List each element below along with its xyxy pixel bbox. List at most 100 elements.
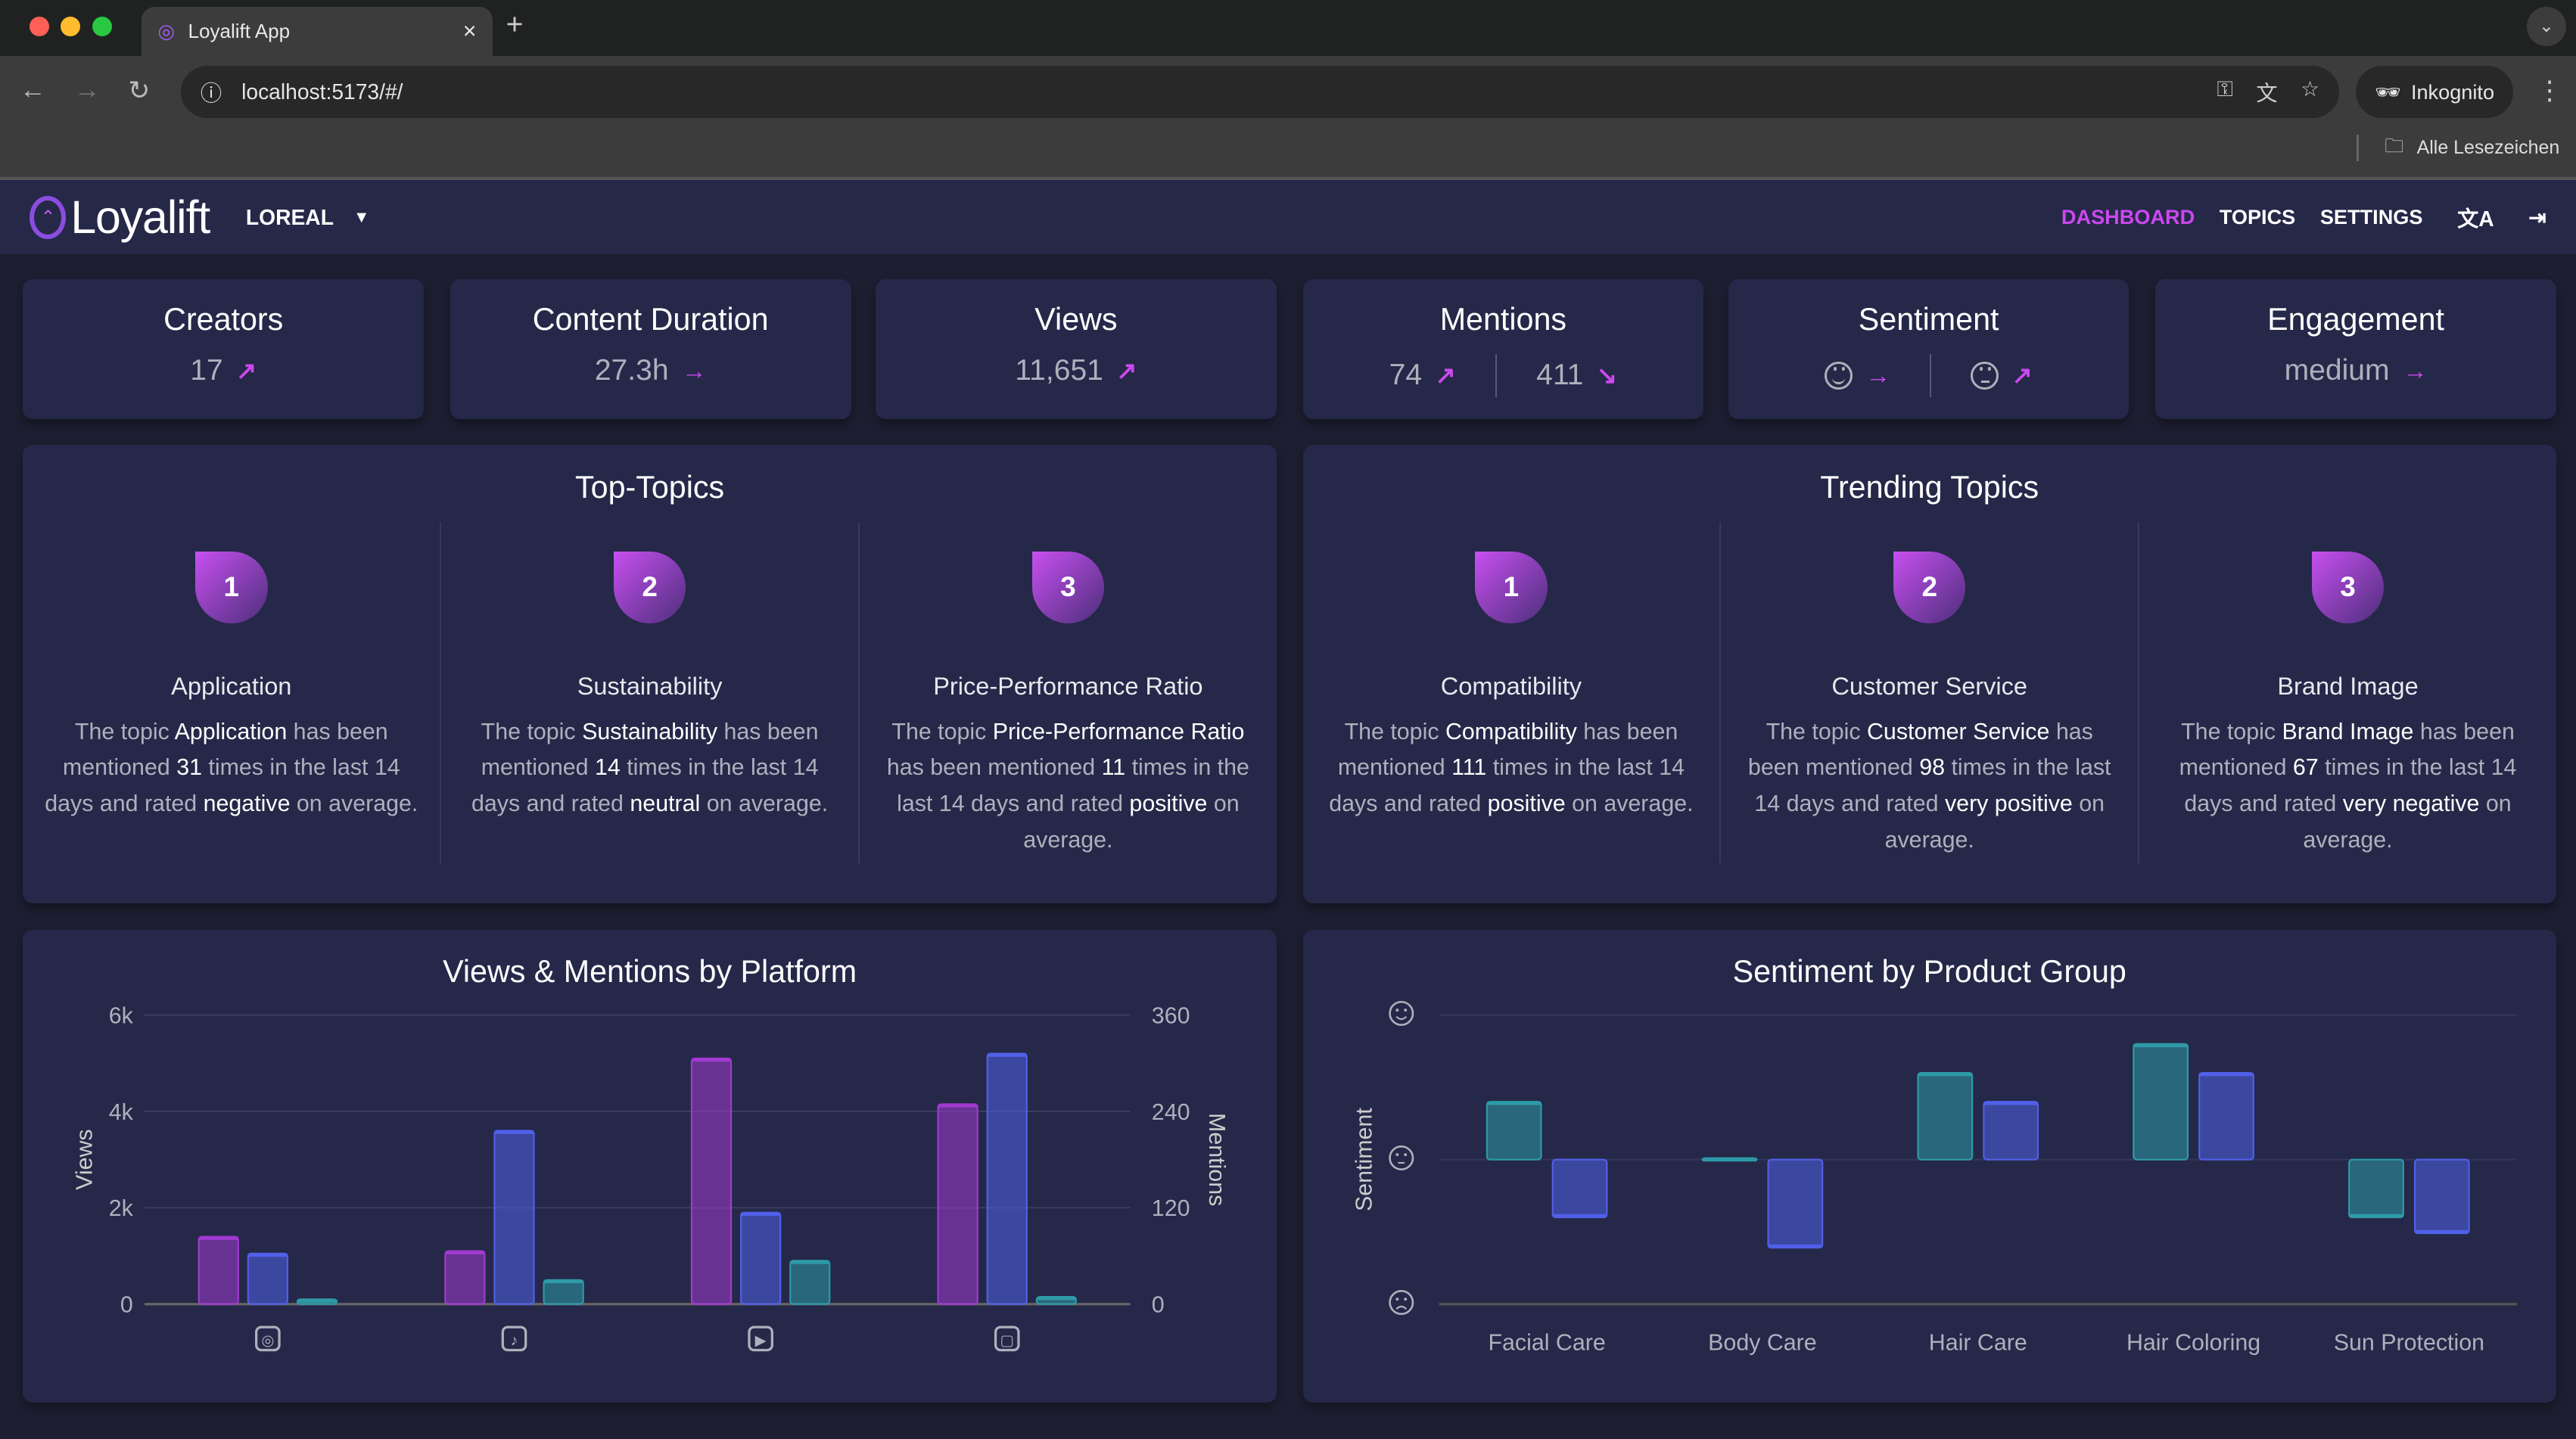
stat-value: 27.3h <box>594 354 669 387</box>
rank-badge: 3 <box>1031 551 1105 624</box>
trending-topics-panel: Trending Topics 1 Compatibility The topic … <box>1302 445 2556 903</box>
topic-item[interactable]: 3 Price-Performance Ratio The topic Price-… <box>860 522 1277 864</box>
stat-value: 17 <box>190 354 223 387</box>
logo-icon: ⌃ <box>30 196 66 239</box>
incognito-icon: 🕶 <box>2375 79 2401 104</box>
text: times in the last 14 days and rated <box>45 754 400 817</box>
text: has been mentioned <box>2179 718 2515 781</box>
tab-search-button[interactable]: ⌄ <box>2526 6 2566 46</box>
text: The topic <box>74 718 175 744</box>
new-tab-button[interactable]: + <box>506 8 524 41</box>
trend-down-icon: ↘ <box>1596 362 1618 390</box>
text: times in the last 14 days and rated <box>1754 754 2111 817</box>
text: The topic <box>2181 718 2282 744</box>
highlight: Price-Performance Ratio <box>992 718 1245 744</box>
happy-face-icon <box>1825 361 1853 390</box>
topic-item[interactable]: 2 Customer Service The topic Customer Serv… <box>1721 521 2140 864</box>
minimize-window-button[interactable] <box>61 16 81 36</box>
stat-title: Mentions <box>1439 302 1567 337</box>
text: on average. <box>2303 791 2512 853</box>
topic-list: 1 Application The topic Application has be… <box>23 521 1277 864</box>
topic-name: Application <box>171 673 292 701</box>
rank-badge: 2 <box>1893 551 1966 624</box>
divider <box>2357 134 2359 161</box>
forward-icon[interactable]: → <box>73 75 101 104</box>
brand-selector[interactable]: LOREAL ▼ <box>246 205 370 230</box>
highlight: Customer Service <box>1867 718 2050 744</box>
language-icon[interactable]: 文A <box>2457 206 2494 231</box>
stat-value: 411 <box>1536 359 1584 392</box>
nav-settings[interactable]: SETTINGS <box>2319 205 2423 229</box>
highlight: Sustainability <box>582 718 718 744</box>
stat-title: Engagement <box>2267 302 2444 337</box>
panel-title: Top-Topics <box>575 469 725 505</box>
browser-tab-strip: ◎ Loyalift App × + ⌄ <box>0 0 2576 56</box>
highlight: very negative <box>2342 791 2480 817</box>
url-text[interactable]: localhost:5173/#/ <box>241 79 403 104</box>
text: on average. <box>1023 791 1240 853</box>
folder-icon: 🗀 <box>2385 135 2404 157</box>
stat-card-sentiment: Sentiment → ↗ <box>1728 279 2130 419</box>
maximize-window-button[interactable] <box>92 16 112 36</box>
app-header: ⌃ Loyalift LOREAL ▼ DASHBOARD TOPICS SET… <box>0 177 2576 255</box>
logo-text: Loyalift <box>70 191 210 244</box>
topic-item[interactable]: 1 Application The topic Application has be… <box>23 521 442 864</box>
text: has been mentioned <box>481 718 819 781</box>
text: has been mentioned <box>886 754 1102 781</box>
all-bookmarks-button[interactable]: 🗀 Alle Lesezeichen <box>2357 132 2559 164</box>
logo[interactable]: ⌃ Loyalift <box>30 191 210 244</box>
highlight: 67 <box>2292 754 2319 781</box>
rank-badge: 3 <box>2311 551 2385 624</box>
topic-description: The topic Sustainability has been mentio… <box>461 714 838 822</box>
trend-up-icon: ↗ <box>1435 362 1456 390</box>
text: has been mentioned <box>1337 718 1678 781</box>
text: on average. <box>1565 791 1694 817</box>
trend-flat-icon: → <box>1865 361 1891 389</box>
text: The topic <box>1766 718 1867 744</box>
reload-icon[interactable]: ↻ <box>128 76 151 105</box>
text: on average. <box>290 791 418 817</box>
trend-flat-icon: → <box>681 356 707 384</box>
topic-item[interactable]: 1 Compatibility The topic Compatibility ha… <box>1303 521 1722 864</box>
topic-name: Brand Image <box>2277 673 2419 701</box>
site-info-icon[interactable]: ⓘ <box>200 81 222 106</box>
highlight: negative <box>203 791 291 817</box>
back-icon[interactable]: ← <box>20 75 46 104</box>
trend-up-icon: ↗ <box>1116 357 1137 385</box>
topic-item[interactable]: 2 Sustainability The topic Sustainability … <box>441 521 860 864</box>
stat-title: Views <box>1034 302 1118 337</box>
browser-toolbar: ← → ↻ ⓘ localhost:5173/#/ ⚿ 文 ☆ 🕶 Inkogn… <box>0 55 2576 178</box>
nav-dashboard[interactable]: DASHBOARD <box>2061 205 2195 229</box>
stat-title: Creators <box>163 302 284 337</box>
favicon-icon: ◎ <box>157 19 176 42</box>
text: The topic <box>1344 718 1445 744</box>
incognito-button[interactable]: 🕶 Inkognito <box>2356 65 2514 119</box>
browser-tab[interactable]: ◎ Loyalift App × <box>141 6 493 56</box>
close-tab-icon[interactable]: × <box>462 17 477 44</box>
address-bar[interactable]: ⓘ localhost:5173/#/ ⚿ 文 ☆ <box>180 65 2340 119</box>
stat-card-content-duration: Content Duration 27.3h → <box>450 279 851 419</box>
panel-title: Trending Topics <box>1820 469 2039 505</box>
topic-name: Compatibility <box>1440 673 1582 701</box>
text: on average. <box>1884 791 2105 853</box>
highlight: very positive <box>1944 791 2073 817</box>
sentiment-chart-panel: Sentiment by Product Group <box>1302 929 2556 1403</box>
nav-topics[interactable]: TOPICS <box>2219 205 2296 229</box>
topic-name: Sustainability <box>577 673 723 701</box>
stat-title: Sentiment <box>1858 302 1999 337</box>
translate-icon[interactable]: 文 <box>2256 81 2278 106</box>
highlight: 31 <box>176 754 202 781</box>
topic-name: Price-Performance Ratio <box>933 673 1203 701</box>
caret-down-icon: ▼ <box>353 207 370 227</box>
topic-item[interactable]: 3 Brand Image The topic Brand Image has be… <box>2139 522 2556 864</box>
close-window-button[interactable] <box>30 16 50 36</box>
browser-menu-icon[interactable]: ⋮ <box>2536 76 2563 105</box>
logout-icon[interactable]: ⇥ <box>2528 204 2546 229</box>
highlight: positive <box>1129 791 1208 817</box>
bookmark-star-icon[interactable]: ☆ <box>2301 76 2320 101</box>
stat-card-engagement: Engagement medium → <box>2155 279 2556 419</box>
brand-name: LOREAL <box>245 204 334 229</box>
text: on average. <box>700 791 829 817</box>
password-key-icon[interactable]: ⚿ <box>2217 76 2233 101</box>
bookmarks-label: Alle Lesezeichen <box>2416 136 2560 158</box>
